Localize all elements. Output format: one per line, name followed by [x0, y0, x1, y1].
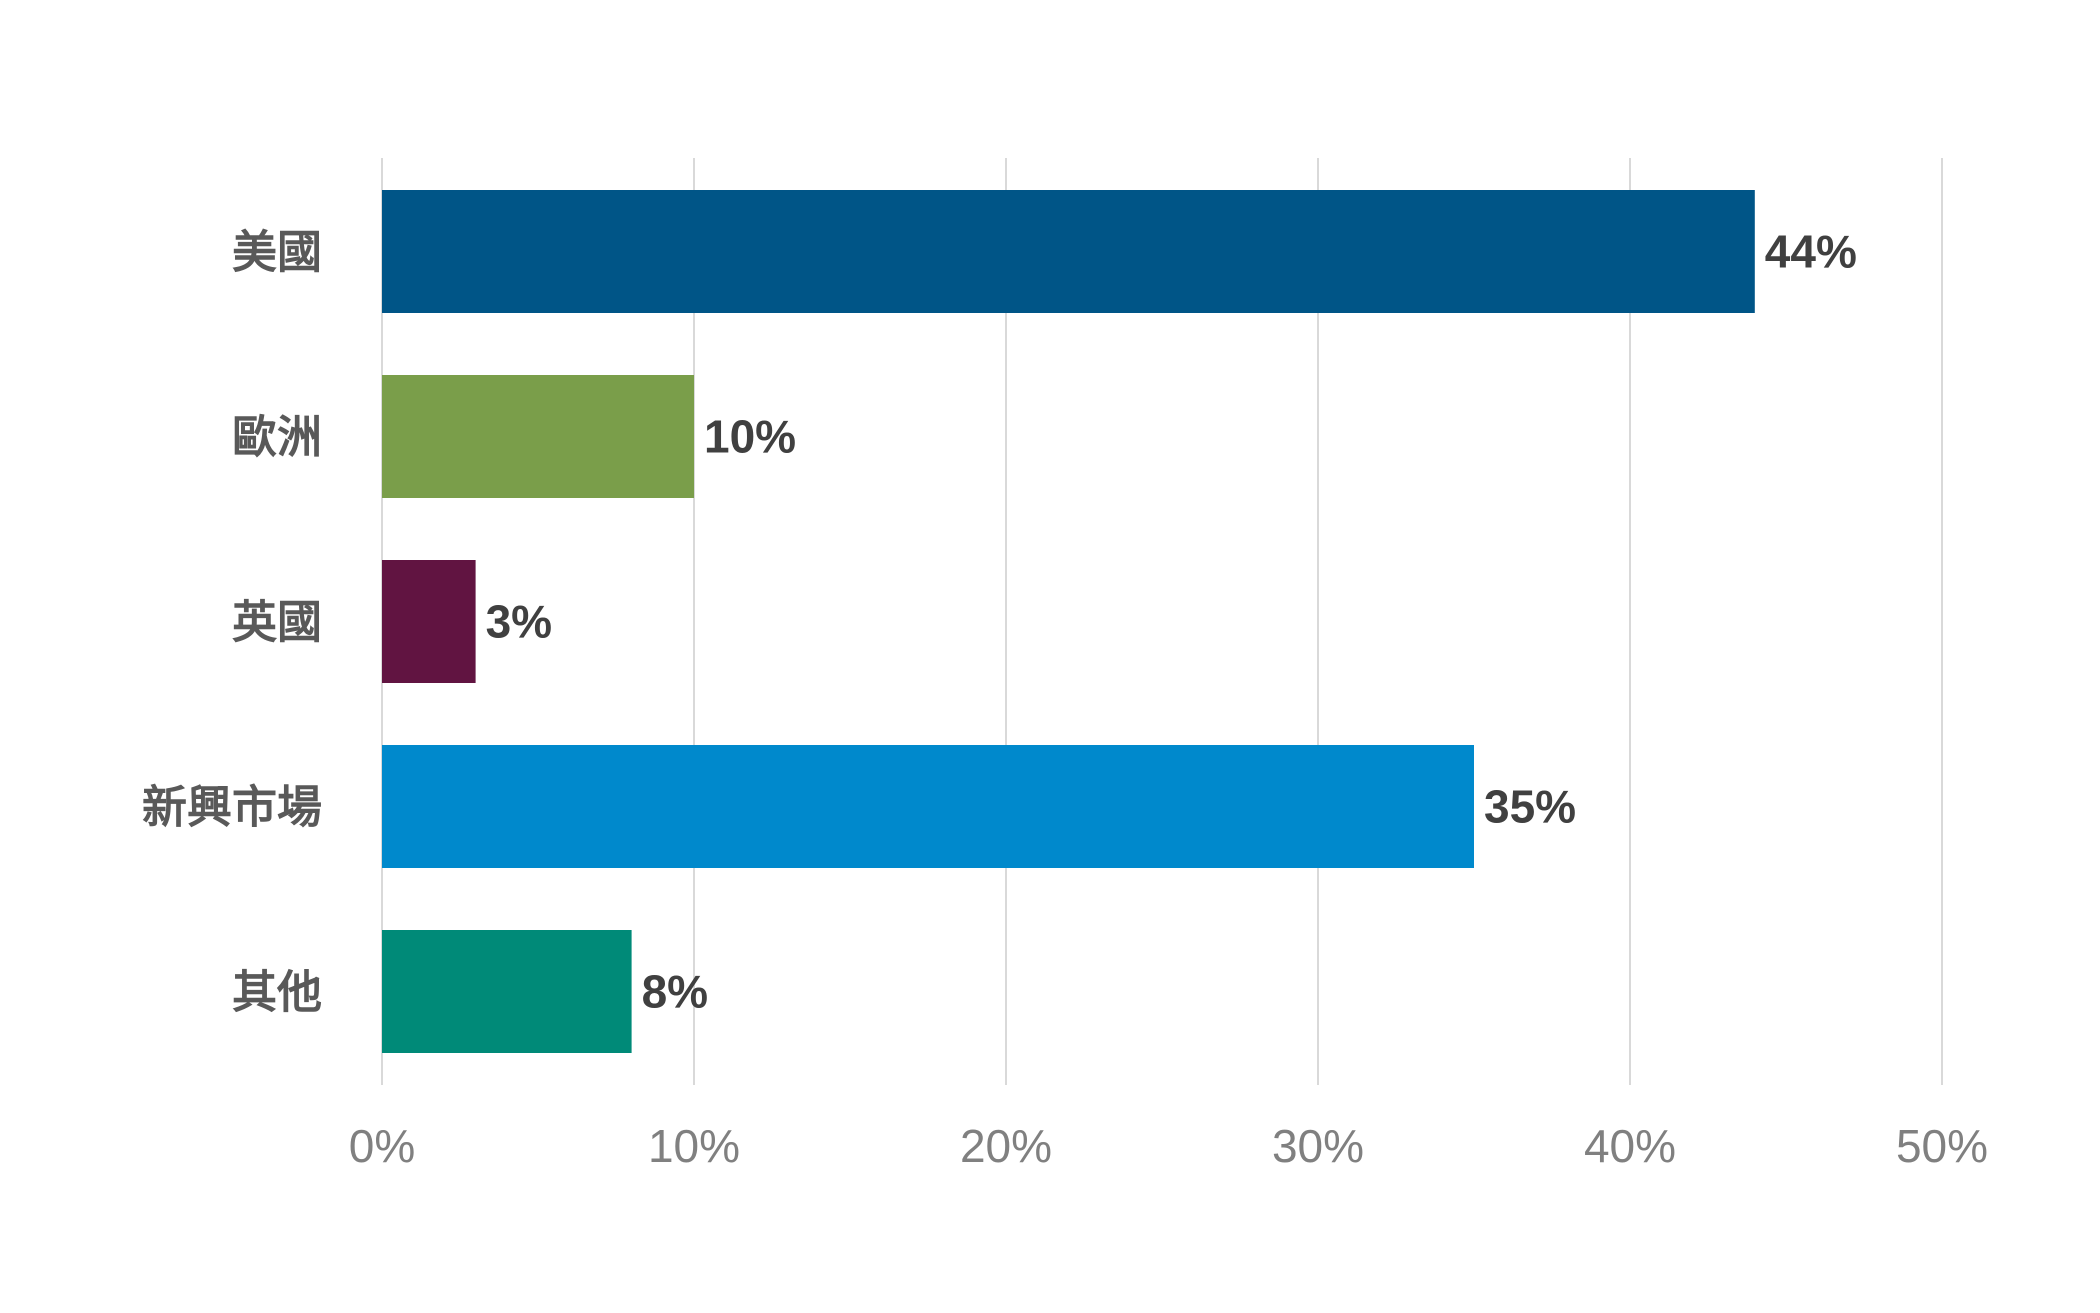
x-tick-label: 30% [1272, 1120, 1364, 1172]
category-label: 新興市場 [142, 781, 322, 834]
bars [382, 190, 1755, 1053]
x-axis-tick-labels: 0% 10% 20% 30% 40% 50% [349, 1120, 1988, 1172]
data-label: 35% [1484, 781, 1576, 833]
x-tick-label: 20% [960, 1120, 1052, 1172]
bar [382, 375, 694, 498]
x-tick-label: 50% [1896, 1120, 1988, 1172]
category-label: 美國 [232, 226, 322, 279]
data-label: 44% [1765, 226, 1857, 278]
value-labels: 44% 10% 3% 35% 8% [486, 226, 1857, 1018]
category-label: 其他 [232, 966, 322, 1019]
x-tick-label: 10% [648, 1120, 740, 1172]
bar [382, 560, 476, 683]
data-label: 3% [486, 596, 552, 648]
category-label: 歐洲 [232, 411, 322, 464]
category-label: 英國 [232, 596, 322, 649]
data-label: 8% [642, 966, 708, 1018]
bar [382, 930, 632, 1053]
bar [382, 745, 1474, 868]
x-tick-label: 0% [349, 1120, 415, 1172]
data-label: 10% [704, 411, 796, 463]
x-tick-label: 40% [1584, 1120, 1676, 1172]
bar [382, 190, 1755, 313]
